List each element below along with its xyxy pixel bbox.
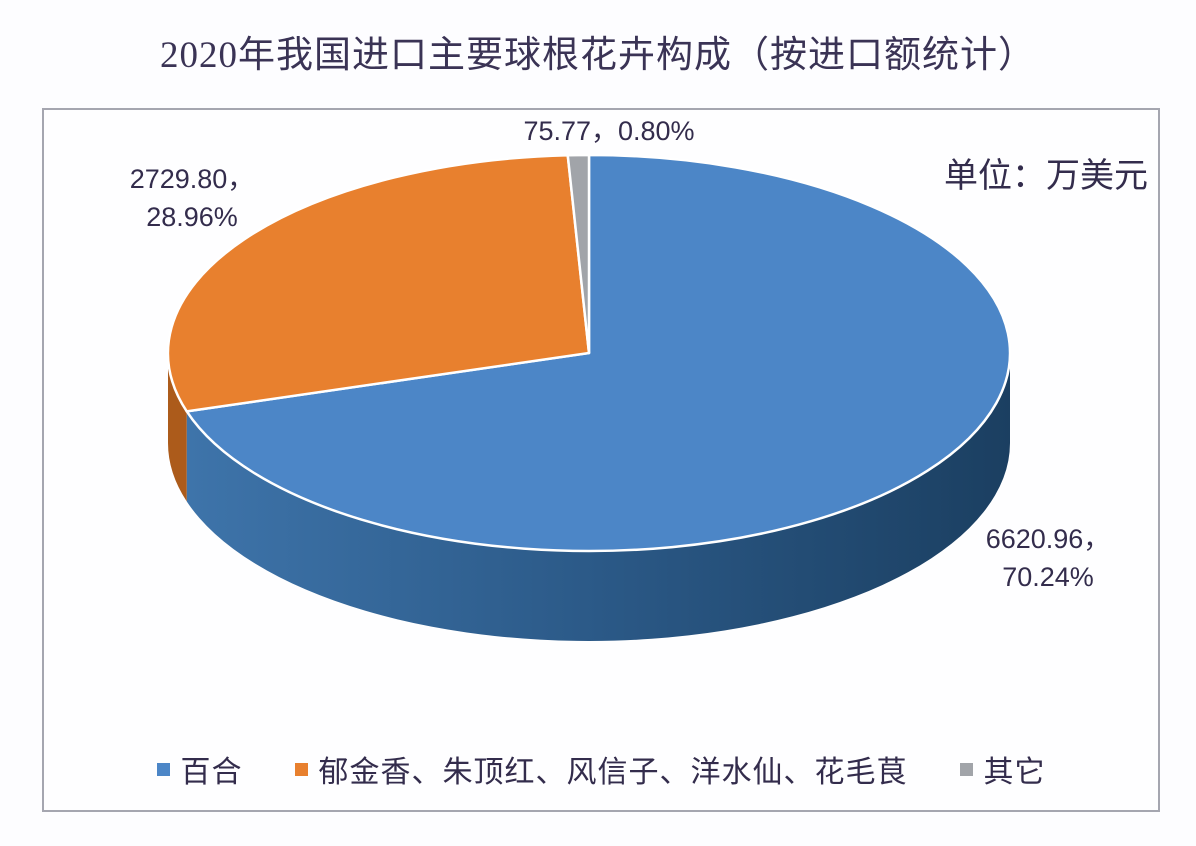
plot-area: 单位：万美元 75.77，0.80% 2729.80， 28.96% 6620.… — [42, 108, 1160, 812]
data-label-lily-percent: 70.24% — [1002, 562, 1094, 592]
legend-swatch-other — [959, 762, 973, 776]
legend-swatch-lily — [156, 762, 170, 776]
legend-item-other: 其它 — [959, 747, 1046, 791]
data-label-tulip-value: 2729.80， — [129, 164, 255, 194]
data-label-tulip-percent: 28.96% — [146, 202, 238, 232]
legend-item-tulip-group: 郁金香、朱顶红、风信子、洋水仙、花毛茛 — [294, 747, 908, 791]
unit-label: 单位：万美元 — [944, 158, 1148, 195]
legend-swatch-tulip-group — [294, 762, 308, 776]
legend-label-tulip-group: 郁金香、朱顶红、风信子、洋水仙、花毛茛 — [318, 756, 908, 789]
pie-chart — [166, 153, 1012, 641]
legend: 百合 郁金香、朱顶红、风信子、洋水仙、花毛茛 其它 — [44, 744, 1158, 794]
data-label-other: 75.77，0.80% — [523, 116, 695, 146]
data-label-lily-value: 6620.96， — [985, 524, 1111, 554]
data-label-tulip: 2729.80， 28.96% — [72, 160, 312, 236]
data-label-lily: 6620.96， 70.24% — [928, 520, 1168, 596]
chart-title: 2020年我国进口主要球根花卉构成（按进口额统计） — [160, 35, 1036, 76]
legend-item-lily: 百合 — [156, 747, 243, 791]
legend-label-other: 其它 — [983, 756, 1046, 789]
legend-label-lily: 百合 — [180, 756, 243, 789]
